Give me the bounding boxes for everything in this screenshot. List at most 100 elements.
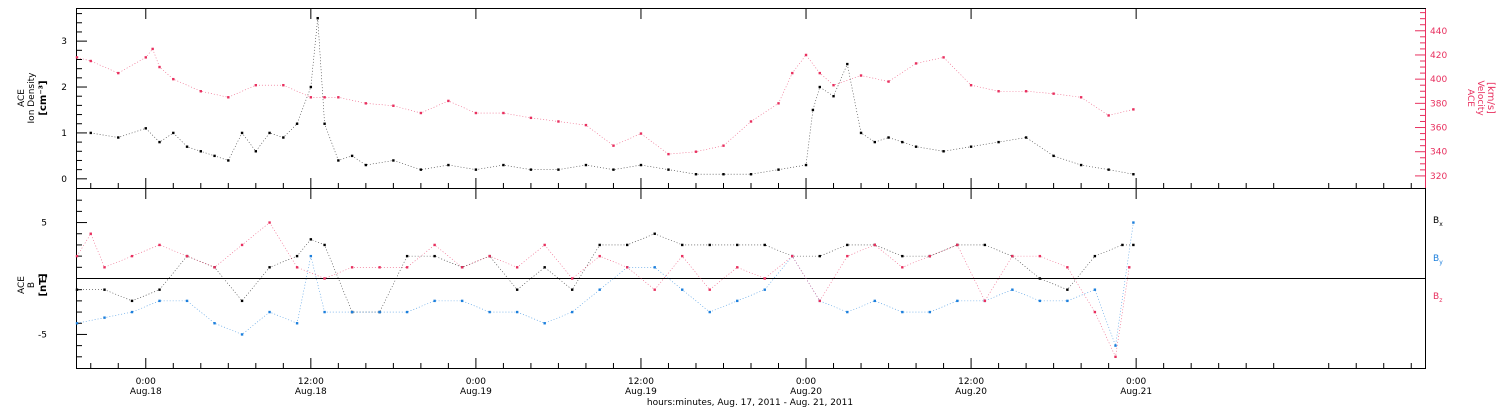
- data-point-black: [158, 140, 161, 144]
- data-point-blue: [873, 299, 876, 303]
- time-axis-ticks: 0:00Aug.1812:00Aug.180:00Aug.1912:00Aug.…: [90, 9, 1412, 397]
- data-point-pink: [846, 254, 849, 258]
- data-point-black: [447, 163, 450, 167]
- data-point-pink: [1052, 92, 1055, 95]
- data-point-black: [983, 243, 987, 247]
- velocity-axis-label-2: Velocity: [1475, 80, 1485, 116]
- velocity-axis-label-1: ACE: [1465, 89, 1475, 107]
- data-point-pink: [887, 80, 890, 83]
- top-panel-frame: [76, 8, 1426, 189]
- data-point-pink: [791, 254, 794, 258]
- data-point-black: [612, 168, 615, 171]
- data-point-pink: [151, 47, 154, 51]
- data-point-black: [282, 136, 285, 139]
- data-point-pink: [392, 104, 395, 107]
- time-tick-label: 12:00: [298, 377, 324, 387]
- data-point-blue: [901, 310, 904, 314]
- data-point-black: [309, 85, 313, 89]
- data-point-pink: [405, 266, 409, 269]
- velocity-axis-label-3: [km/s]: [1485, 82, 1496, 114]
- time-tick-label: 0:00: [136, 377, 156, 387]
- data-point-pink: [763, 277, 766, 280]
- data-point-pink: [653, 288, 656, 291]
- data-point-pink: [914, 62, 918, 65]
- data-point-pink: [474, 111, 478, 115]
- data-point-pink: [460, 266, 464, 269]
- data-point-pink: [681, 254, 684, 258]
- data-point-pink: [89, 59, 92, 63]
- data-point-pink: [433, 243, 436, 247]
- data-point-black: [818, 85, 821, 89]
- data-point-pink: [1038, 254, 1042, 258]
- data-point-black: [887, 136, 890, 139]
- data-point-pink: [1024, 90, 1028, 93]
- data-point-pink: [295, 266, 299, 269]
- data-point-pink: [1066, 266, 1069, 269]
- data-point-pink: [350, 266, 354, 269]
- x-axis-title: hours:minutes, Aug. 17, 2011 - Aug. 21, …: [647, 398, 853, 408]
- data-point-black: [1038, 277, 1042, 280]
- data-point-pink: [983, 299, 987, 303]
- data-point-blue: [763, 288, 766, 291]
- density-axis-label-2: Ion Density: [27, 72, 37, 124]
- legend-bz-main: B: [1433, 292, 1439, 302]
- data-point-black: [364, 163, 368, 167]
- data-point-pink: [708, 288, 711, 291]
- data-point-black: [846, 243, 849, 247]
- data-point-pink: [639, 132, 643, 135]
- data-point-blue: [213, 322, 216, 325]
- b-axis-label-1: ACE: [17, 276, 27, 294]
- data-point-blue: [240, 333, 244, 336]
- data-point-black: [89, 131, 92, 135]
- data-point-black: [1107, 168, 1110, 171]
- data-point-pink: [804, 53, 808, 57]
- data-point-pink: [185, 254, 189, 258]
- data-point-blue: [928, 310, 932, 314]
- data-point-pink: [158, 65, 161, 69]
- series-trace-blue: [76, 222, 1134, 346]
- data-point-blue: [350, 310, 354, 314]
- velocity-tick-label: 320: [1430, 172, 1447, 182]
- data-point-black: [901, 254, 904, 258]
- date-tick-label: Aug.20: [790, 387, 822, 397]
- data-point-black: [1093, 254, 1097, 258]
- data-point-black: [240, 299, 244, 303]
- data-point-black: [185, 145, 189, 148]
- date-tick-label: Aug.18: [295, 387, 327, 397]
- density-tick-label: 0: [61, 175, 67, 185]
- data-point-blue: [405, 310, 409, 314]
- data-point-black: [818, 254, 821, 258]
- data-point-black: [172, 131, 175, 135]
- density-tick-label: 3: [61, 37, 67, 47]
- data-point-black: [832, 95, 835, 98]
- b-axis-label-3: [nT]: [38, 273, 49, 296]
- data-point-pink: [213, 266, 216, 269]
- data-point-black: [1121, 243, 1124, 247]
- data-point-black: [859, 131, 863, 135]
- data-point-black: [1024, 136, 1028, 139]
- data-point-pink: [103, 266, 106, 269]
- legend-bx: Bx: [1433, 216, 1443, 228]
- series-trace-pink: [76, 222, 1130, 358]
- data-point-black: [309, 238, 313, 241]
- series-trace-pink: [76, 48, 1134, 155]
- data-point-blue: [846, 310, 849, 314]
- data-point-black: [323, 243, 326, 247]
- data-point-black: [144, 127, 147, 130]
- data-point-blue: [158, 299, 161, 303]
- data-point-pink: [584, 123, 588, 127]
- b-tick-label: 5: [41, 219, 47, 229]
- legend-bx-main: B: [1433, 216, 1439, 226]
- density-tick-label: 1: [61, 129, 67, 139]
- data-point-pink: [227, 96, 230, 99]
- data-point-black: [515, 288, 519, 291]
- data-point-blue: [185, 299, 189, 303]
- velocity-tick-label: 440: [1430, 27, 1447, 37]
- legend-bx-sub: x: [1439, 221, 1443, 228]
- data-point-pink: [502, 111, 505, 115]
- data-point-blue: [103, 316, 106, 319]
- bottom-panel-points: [75, 221, 1135, 359]
- data-point-black: [722, 173, 725, 176]
- data-point-pink: [323, 277, 326, 280]
- data-point-blue: [130, 310, 134, 314]
